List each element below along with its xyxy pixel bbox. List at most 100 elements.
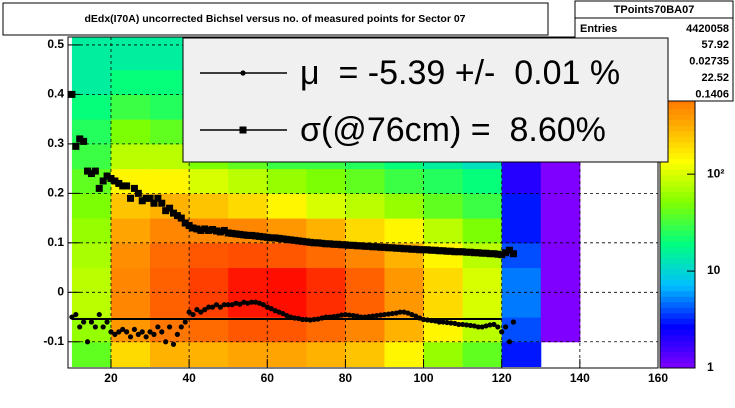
x-tick-label: 140 bbox=[570, 371, 590, 385]
point bbox=[509, 250, 517, 258]
heat-cell bbox=[306, 292, 346, 318]
point bbox=[365, 242, 373, 250]
point bbox=[259, 233, 267, 241]
heat-cell bbox=[540, 168, 581, 194]
color-step bbox=[660, 147, 695, 154]
heat-cell bbox=[71, 44, 112, 71]
heat-cell bbox=[267, 168, 307, 194]
point bbox=[107, 175, 115, 183]
point bbox=[178, 324, 184, 330]
z-tick-label: 10² bbox=[707, 166, 724, 180]
point bbox=[256, 300, 263, 306]
color-step bbox=[660, 213, 695, 220]
point bbox=[198, 309, 204, 315]
point bbox=[460, 321, 466, 328]
heat-cell bbox=[306, 267, 346, 293]
point bbox=[131, 326, 138, 333]
point bbox=[201, 225, 209, 233]
point bbox=[447, 247, 455, 255]
heat-cell bbox=[71, 341, 112, 368]
point bbox=[404, 245, 412, 253]
heat-cell bbox=[110, 341, 151, 368]
legend-label: μ = -5.39 +/- 0.01 % bbox=[300, 54, 620, 92]
point bbox=[482, 249, 490, 257]
color-step bbox=[660, 268, 695, 275]
heat-cell bbox=[501, 218, 542, 244]
heat-cell bbox=[501, 193, 542, 219]
heat-cell bbox=[228, 193, 268, 219]
y-tick-label: 0.3 bbox=[47, 136, 64, 150]
y-tick-label: 0.4 bbox=[47, 87, 64, 101]
x-tick-label: 160 bbox=[648, 371, 668, 385]
point bbox=[506, 339, 513, 345]
point bbox=[202, 307, 208, 313]
point bbox=[96, 311, 102, 318]
point bbox=[81, 319, 87, 325]
point bbox=[146, 194, 154, 202]
point bbox=[108, 329, 114, 335]
color-step bbox=[660, 169, 695, 176]
point bbox=[84, 167, 92, 175]
point bbox=[502, 249, 510, 257]
heat-cell bbox=[384, 193, 425, 219]
color-step bbox=[660, 208, 695, 215]
heat-cell bbox=[306, 341, 346, 368]
point bbox=[84, 339, 91, 345]
point bbox=[229, 302, 235, 308]
color-step bbox=[660, 356, 695, 363]
point bbox=[331, 313, 337, 320]
point bbox=[77, 324, 83, 330]
heat-cell bbox=[540, 193, 581, 219]
point bbox=[186, 309, 192, 315]
point bbox=[384, 244, 392, 252]
point bbox=[373, 243, 381, 251]
point bbox=[193, 225, 201, 233]
point bbox=[158, 199, 166, 207]
y-tick-label: 0.1 bbox=[47, 235, 64, 249]
heat-cell bbox=[110, 44, 151, 71]
point bbox=[275, 234, 283, 242]
point bbox=[135, 331, 141, 337]
point bbox=[240, 231, 248, 239]
color-step bbox=[660, 174, 695, 181]
color-step bbox=[660, 246, 695, 253]
point bbox=[408, 245, 416, 253]
color-step bbox=[660, 191, 695, 198]
heat-cell bbox=[345, 218, 385, 244]
point bbox=[330, 240, 338, 248]
color-step bbox=[660, 362, 695, 369]
point bbox=[486, 250, 494, 258]
point bbox=[272, 308, 278, 314]
heat-cell bbox=[540, 218, 581, 244]
point bbox=[302, 238, 310, 246]
point bbox=[244, 231, 252, 239]
point bbox=[474, 249, 482, 257]
stats-value: 57.92 bbox=[701, 39, 729, 51]
point bbox=[115, 179, 123, 187]
point bbox=[354, 313, 360, 319]
point bbox=[385, 311, 391, 317]
heat-cell bbox=[501, 341, 542, 368]
color-step bbox=[660, 219, 695, 226]
color-step bbox=[660, 224, 695, 231]
point bbox=[111, 177, 119, 185]
point bbox=[72, 142, 80, 150]
heat-cell bbox=[71, 193, 112, 219]
point bbox=[252, 299, 259, 305]
heat-cell bbox=[189, 193, 229, 219]
color-step bbox=[660, 235, 695, 242]
color-step bbox=[660, 136, 695, 143]
heat-cell bbox=[267, 317, 307, 343]
y-tick-label: 0 bbox=[57, 284, 64, 298]
heat-cell bbox=[501, 292, 542, 318]
point bbox=[318, 239, 326, 247]
point bbox=[345, 241, 353, 249]
point bbox=[170, 341, 177, 347]
point bbox=[338, 312, 345, 318]
point bbox=[237, 301, 243, 307]
point bbox=[401, 309, 407, 315]
point bbox=[452, 320, 458, 327]
point bbox=[435, 247, 443, 255]
color-step bbox=[660, 323, 695, 330]
